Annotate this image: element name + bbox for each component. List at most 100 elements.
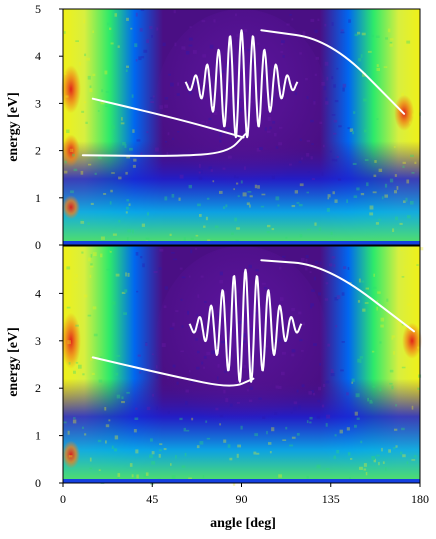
heatmap-speckle — [177, 82, 179, 86]
heatmap-speckle — [384, 194, 388, 198]
heatmap-speckle — [385, 37, 388, 40]
heatmap-speckle — [64, 160, 67, 164]
heatmap-speckle — [181, 325, 184, 328]
heatmap-speckle — [234, 175, 236, 179]
heatmap-speckle — [399, 222, 403, 225]
heatmap-speckle — [158, 168, 161, 171]
heatmap-speckle — [331, 158, 335, 162]
heatmap-speckle — [361, 280, 365, 283]
heatmap-speckle — [277, 204, 280, 207]
heatmap-speckle — [141, 223, 145, 227]
heatmap-speckle — [248, 264, 252, 269]
heatmap-speckle — [394, 174, 397, 177]
heatmap-speckle — [233, 188, 235, 191]
heatmap-speckle — [242, 333, 246, 338]
heatmap-speckle — [400, 451, 403, 455]
heatmap-speckle — [216, 376, 219, 380]
heatmap-speckle — [152, 393, 154, 397]
heatmap-speckle — [231, 232, 234, 235]
heatmap-speckle — [173, 258, 177, 261]
heatmap-speckle — [163, 305, 167, 308]
heatmap-speckle — [125, 211, 128, 214]
heatmap-speckle — [229, 457, 233, 461]
heatmap-speckle — [231, 130, 235, 135]
heatmap-speckle — [89, 85, 92, 88]
heatmap-speckle — [289, 163, 292, 166]
heatmap-speckle — [219, 133, 222, 137]
heatmap-speckle — [100, 236, 105, 240]
heatmap-speckle — [334, 434, 337, 437]
heatmap-speckle — [111, 172, 115, 174]
heatmap-speckle — [294, 92, 297, 95]
heatmap-speckle — [180, 298, 183, 301]
heatmap-speckle — [346, 427, 350, 431]
heatmap-speckle — [310, 119, 314, 123]
heatmap-speckle — [198, 171, 201, 174]
heatmap-speckle — [153, 271, 158, 274]
heatmap-speckle — [267, 117, 272, 121]
heatmap-speckle — [156, 27, 159, 31]
heatmap-speckle — [111, 301, 116, 305]
heatmap-speckle — [247, 49, 252, 52]
heatmap-speckle — [319, 261, 322, 265]
heatmap-speckle — [289, 14, 292, 16]
heatmap-speckle — [310, 303, 315, 307]
heatmap-speckle — [313, 343, 317, 346]
heatmap-speckle — [341, 292, 345, 296]
heatmap-speckle — [223, 206, 226, 209]
heatmap-speckle — [393, 146, 396, 148]
heatmap-speckle — [254, 433, 258, 437]
bottom-y-tick-label: 4 — [35, 286, 41, 300]
heatmap-speckle — [217, 364, 220, 368]
heatmap-speckle — [315, 56, 319, 60]
heatmap-speckle — [190, 381, 194, 383]
heatmap-speckle — [330, 373, 335, 377]
heatmap-speckle — [242, 46, 246, 49]
heatmap-speckle — [333, 84, 336, 88]
heatmap-speckle — [314, 260, 319, 264]
heatmap-speckle — [321, 172, 324, 176]
heatmap-speckle — [125, 171, 128, 175]
annotation-arrow-upper — [260, 259, 415, 333]
heatmap-speckle — [175, 310, 179, 313]
heatmap-speckle-texture — [63, 9, 421, 248]
heatmap-speckle — [200, 275, 204, 278]
heatmap-speckle — [323, 144, 325, 148]
heatmap-speckle — [188, 90, 192, 95]
heatmap-speckle — [329, 150, 332, 153]
heatmap-speckle — [301, 157, 303, 160]
heatmap-speckle — [373, 273, 375, 277]
heatmap-speckle — [195, 326, 200, 329]
heatmap-speckle — [237, 195, 240, 198]
heatmap-speckle — [82, 373, 85, 376]
heatmap-speckle — [369, 401, 373, 404]
heatmap-speckle — [371, 34, 375, 38]
heatmap-speckle — [334, 159, 338, 162]
heatmap-speckle — [236, 182, 239, 185]
heatmap-speckle — [65, 95, 69, 98]
heatmap-speckle — [201, 121, 205, 123]
heatmap-speckle — [220, 70, 225, 73]
heatmap-speckle — [188, 44, 193, 47]
heatmap-speckle — [261, 282, 266, 285]
wave-packet-glyph — [184, 29, 299, 139]
heatmap-speckle — [219, 414, 224, 418]
heatmap-speckle — [395, 404, 397, 407]
heatmap-speckle — [351, 381, 354, 384]
heatmap-speckle — [407, 303, 411, 306]
heatmap-speckle — [114, 13, 117, 17]
heatmap-speckle — [301, 384, 305, 388]
annotation-bottom-curve — [81, 133, 247, 157]
heatmap-speckle — [137, 354, 141, 357]
heatmap-speckle — [402, 165, 405, 168]
heatmap-speckle — [389, 43, 393, 47]
heatmap-speckle — [353, 195, 358, 198]
heatmap-speckle — [225, 204, 228, 208]
heatmap-speckle — [333, 132, 337, 135]
heatmap-speckle — [111, 33, 114, 37]
heatmap-speckle — [206, 351, 211, 356]
heatmap-speckle — [285, 426, 288, 430]
heatmap-speckle — [389, 42, 393, 45]
heatmap-speckle — [282, 351, 286, 355]
heatmap-speckle — [188, 37, 193, 41]
